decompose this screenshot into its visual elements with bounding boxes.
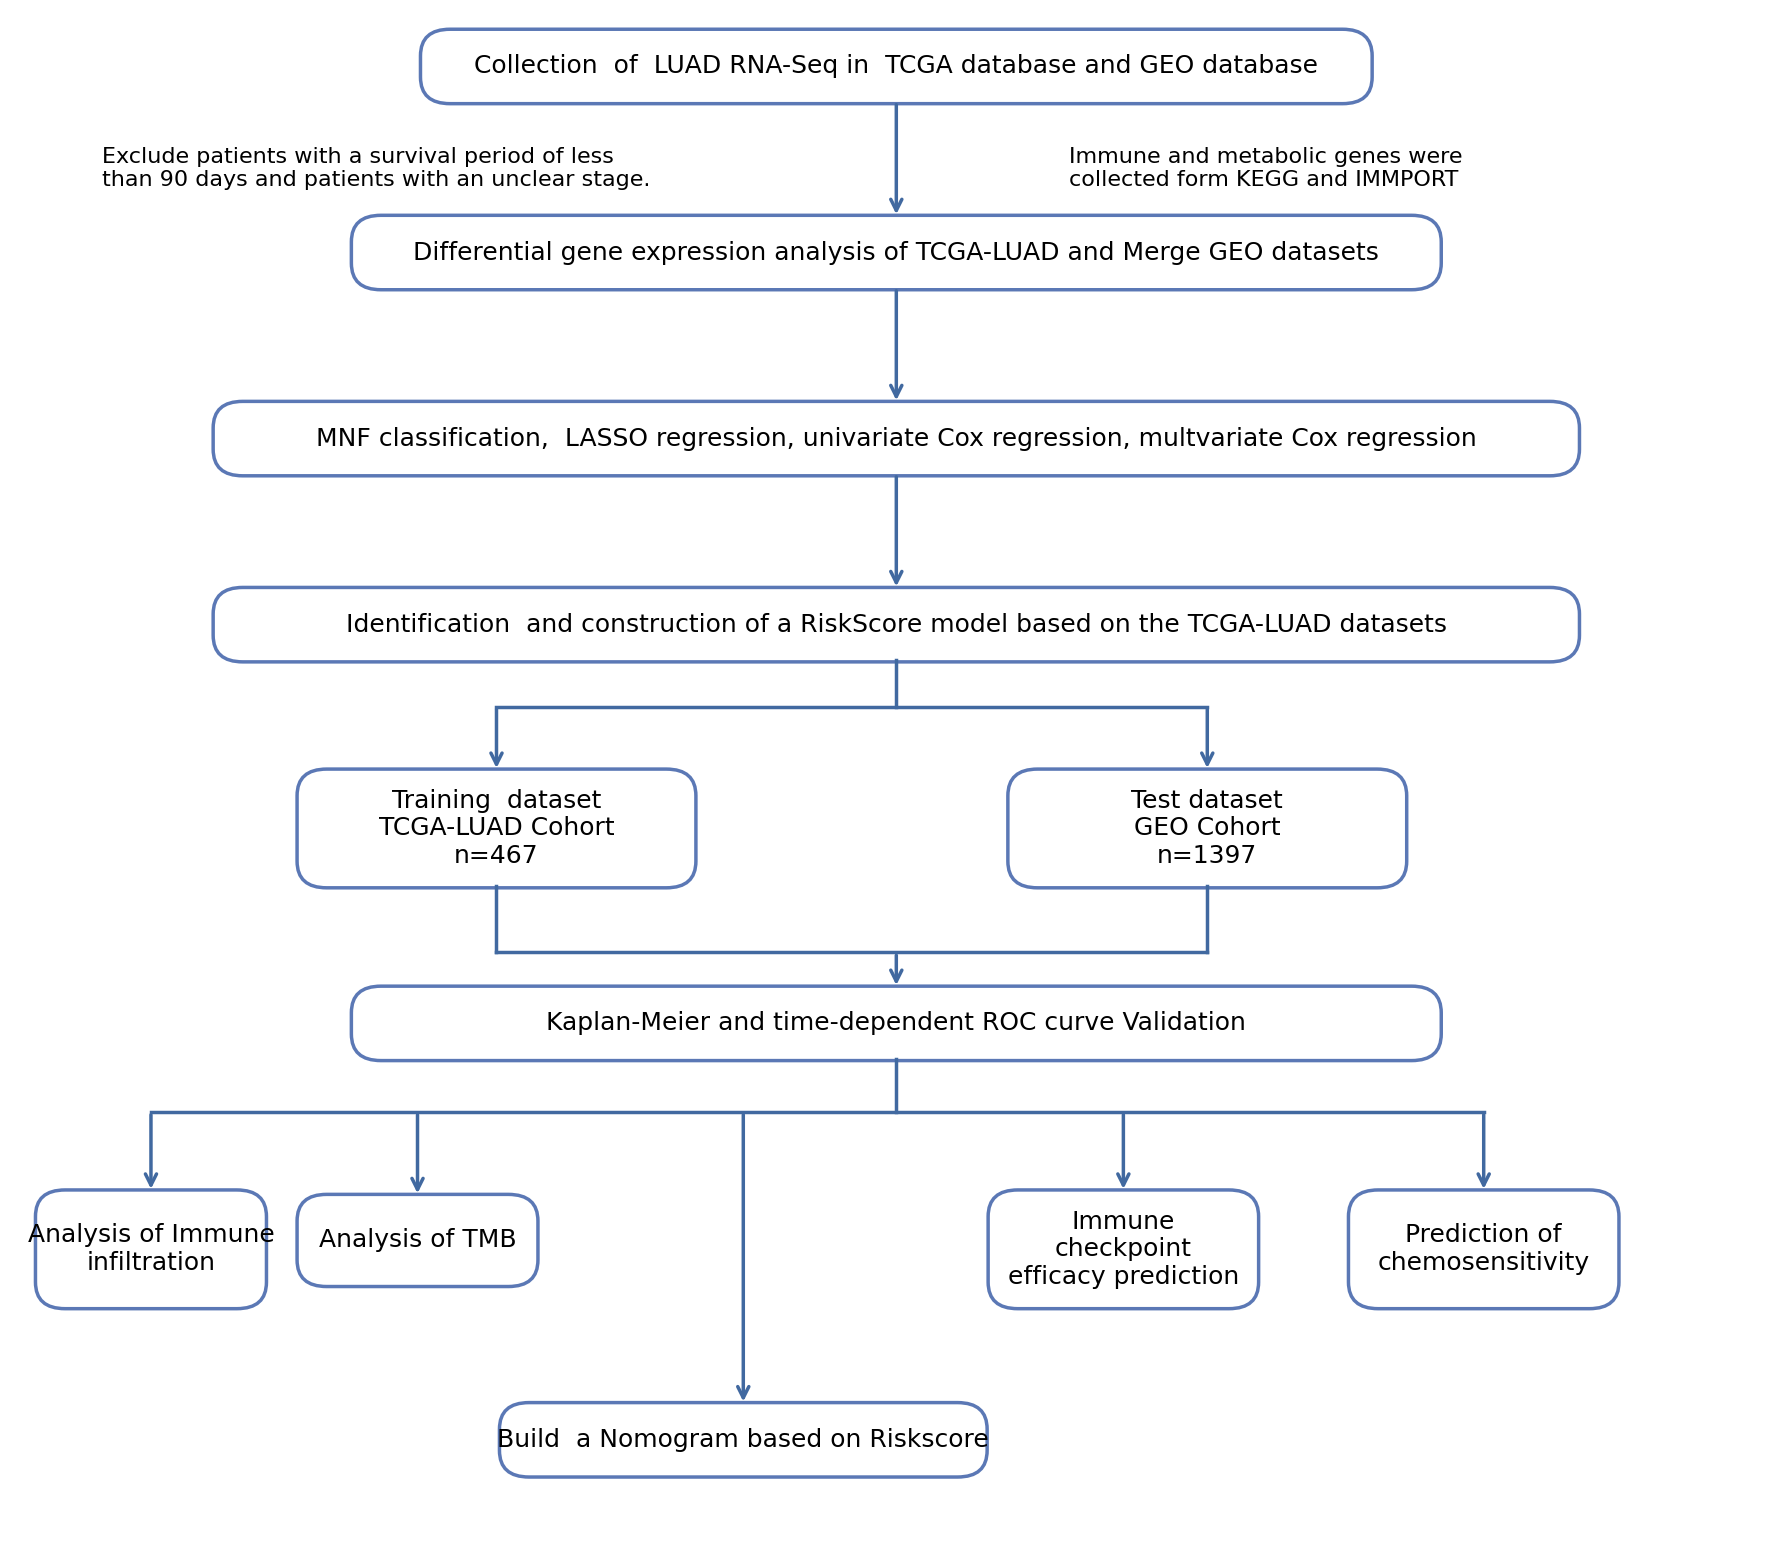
Text: Build  a Nomogram based on Riskscore: Build a Nomogram based on Riskscore bbox=[497, 1427, 989, 1452]
Text: Test dataset
GEO Cohort
n=1397: Test dataset GEO Cohort n=1397 bbox=[1131, 788, 1283, 868]
FancyBboxPatch shape bbox=[297, 770, 696, 888]
FancyBboxPatch shape bbox=[35, 1190, 267, 1309]
Text: Identification  and construction of a RiskScore model based on the TCGA-LUAD dat: Identification and construction of a Ris… bbox=[345, 613, 1446, 636]
FancyBboxPatch shape bbox=[212, 401, 1579, 476]
FancyBboxPatch shape bbox=[297, 1194, 538, 1286]
FancyBboxPatch shape bbox=[1007, 770, 1407, 888]
Text: Kaplan-Meier and time-dependent ROC curve Validation: Kaplan-Meier and time-dependent ROC curv… bbox=[547, 1011, 1246, 1036]
FancyBboxPatch shape bbox=[352, 986, 1441, 1061]
FancyBboxPatch shape bbox=[352, 215, 1441, 289]
Text: Immune
checkpoint
efficacy prediction: Immune checkpoint efficacy prediction bbox=[1007, 1210, 1239, 1289]
FancyBboxPatch shape bbox=[988, 1190, 1258, 1309]
Text: Differential gene expression analysis of TCGA-LUAD and Merge GEO datasets: Differential gene expression analysis of… bbox=[414, 241, 1379, 264]
Text: Prediction of
chemosensitivity: Prediction of chemosensitivity bbox=[1377, 1224, 1589, 1275]
Text: Analysis of Immune
infiltration: Analysis of Immune infiltration bbox=[28, 1224, 274, 1275]
Text: MNF classification,  LASSO regression, univariate Cox regression, multvariate Co: MNF classification, LASSO regression, un… bbox=[315, 426, 1476, 451]
FancyBboxPatch shape bbox=[421, 30, 1372, 104]
Text: Exclude patients with a survival period of less
than 90 days and patients with a: Exclude patients with a survival period … bbox=[101, 146, 650, 190]
Text: Collection  of  LUAD RNA-Seq in  TCGA database and GEO database: Collection of LUAD RNA-Seq in TCGA datab… bbox=[474, 54, 1319, 78]
FancyBboxPatch shape bbox=[1349, 1190, 1620, 1309]
FancyBboxPatch shape bbox=[212, 588, 1579, 662]
Text: Training  dataset
TCGA-LUAD Cohort
n=467: Training dataset TCGA-LUAD Cohort n=467 bbox=[379, 788, 614, 868]
Text: Analysis of TMB: Analysis of TMB bbox=[319, 1228, 517, 1252]
FancyBboxPatch shape bbox=[499, 1403, 988, 1477]
Text: Immune and metabolic genes were
collected form KEGG and IMMPORT: Immune and metabolic genes were collecte… bbox=[1069, 146, 1462, 190]
